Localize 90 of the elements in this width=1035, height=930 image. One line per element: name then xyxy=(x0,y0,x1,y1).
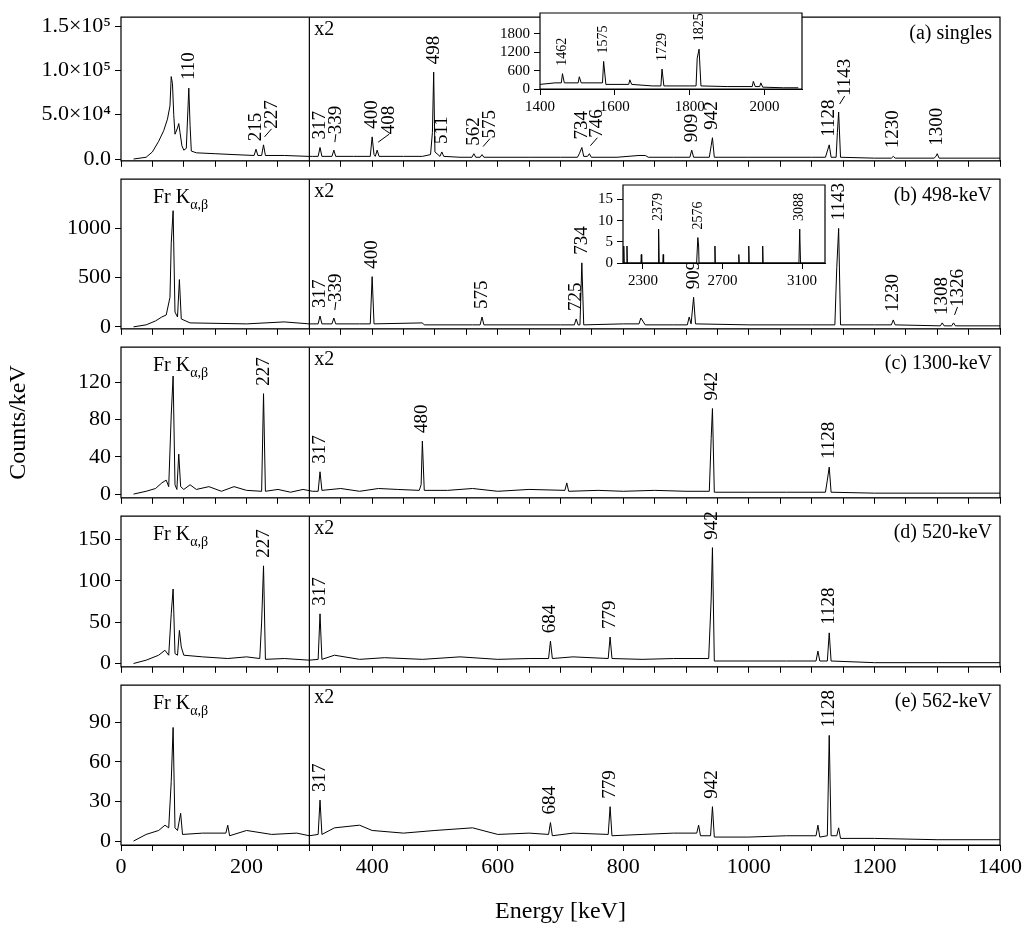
annotation: 734 xyxy=(569,225,591,255)
annotation: 2379 xyxy=(650,193,666,222)
annotation: 227 xyxy=(251,357,273,386)
y-tick-label: 90 xyxy=(89,707,111,733)
x-tick-label: 2700 xyxy=(707,271,738,288)
y-tick-label: 0 xyxy=(100,649,111,675)
annotation: 1230 xyxy=(881,273,903,312)
chart-title: (d) 520-keV xyxy=(893,520,993,544)
annotation: 1143 xyxy=(832,58,854,97)
annotation: 498 xyxy=(421,35,443,65)
annotation: 1128 xyxy=(817,99,839,137)
y-tick-label: 600 xyxy=(507,61,530,78)
y-tick-label: 5.0×10⁴ xyxy=(41,100,112,126)
y-tick-label: 500 xyxy=(78,263,111,289)
y-tick-label: 80 xyxy=(89,405,111,431)
annotation: 511 xyxy=(429,116,451,144)
ref-line-label: x2 xyxy=(314,179,335,202)
annotation: 1729 xyxy=(653,33,669,62)
chart-title: (a) singles xyxy=(909,21,993,45)
annotation: 1575 xyxy=(595,25,611,54)
annotation: 1462 xyxy=(554,37,570,66)
annotation: 1143 xyxy=(826,183,848,221)
annotation: 3088 xyxy=(791,193,807,222)
y-tick-label: 120 xyxy=(78,368,111,394)
y-tick-label: 0 xyxy=(100,826,111,852)
y-tick-label: 100 xyxy=(78,566,111,592)
y-tick-label: 10 xyxy=(598,211,613,228)
annotation: 227 xyxy=(251,529,273,558)
x-tick-label: 2000 xyxy=(749,97,780,114)
y-tick-label: 30 xyxy=(89,787,111,813)
annotation: 110 xyxy=(176,52,198,81)
annotation: 1230 xyxy=(881,110,903,149)
y-tick-label: 150 xyxy=(78,525,111,551)
annotation: 1300 xyxy=(925,107,947,146)
x-tick-label: 1400 xyxy=(978,852,1022,878)
annotation: 1128 xyxy=(817,421,839,460)
x-axis-title: Energy [keV] xyxy=(495,896,626,923)
annotation: 779 xyxy=(598,600,620,630)
x-tick-label: 400 xyxy=(355,852,389,878)
annotation: 408 xyxy=(377,105,399,135)
annotation: 684 xyxy=(538,604,560,634)
annotation: 317 xyxy=(308,763,330,793)
chart-title: (b) 498-keV xyxy=(893,183,993,207)
x-tick-label: 800 xyxy=(606,852,640,878)
ref-line-label: x2 xyxy=(314,17,335,40)
x-tick-label: 1800 xyxy=(674,97,705,114)
annotation: 909 xyxy=(679,113,701,143)
x-tick-label: 1400 xyxy=(525,97,555,114)
y-tick-label: 50 xyxy=(89,607,111,633)
y-tick-label: 5 xyxy=(605,232,613,249)
x-tick-label: 2300 xyxy=(627,271,658,288)
y-tick-label: 15 xyxy=(598,190,613,207)
y-tick-label: 60 xyxy=(89,747,111,773)
x-tick-label: 3100 xyxy=(787,271,818,288)
y-tick-label: 0 xyxy=(100,312,111,338)
x-tick-label: 200 xyxy=(230,852,264,878)
annotation: 1128 xyxy=(817,587,839,625)
y-tick-label: 0 xyxy=(100,479,111,505)
y-tick-label: 1000 xyxy=(67,214,111,240)
annotation: 400 xyxy=(360,240,382,269)
y-tick-label: 0 xyxy=(605,253,613,270)
chart-title: (c) 1300-keV xyxy=(884,351,993,375)
y-tick-label: 40 xyxy=(89,442,111,468)
annotation: 480 xyxy=(410,404,432,434)
y-tick-label: 1.0×10⁵ xyxy=(41,56,111,82)
y-tick-label: 0.0 xyxy=(83,144,111,170)
ref-line-label: x2 xyxy=(314,516,335,539)
annotation: 317 xyxy=(308,435,330,464)
chart-title: (e) 562-keV xyxy=(894,689,993,713)
annotation: 1128 xyxy=(817,690,839,728)
annotation: 942 xyxy=(700,770,722,799)
annotation: 725 xyxy=(564,282,586,311)
annotation: 942 xyxy=(700,511,722,540)
y-tick-label: 1800 xyxy=(500,24,530,41)
annotation: 1825 xyxy=(690,13,706,42)
x-tick-label: 1000 xyxy=(726,852,771,878)
annotation: 684 xyxy=(538,785,560,815)
annotation: 575 xyxy=(470,280,491,309)
annotation: 2576 xyxy=(689,201,705,230)
annotation: 779 xyxy=(598,770,620,799)
annotation: 215 xyxy=(243,112,265,142)
ref-line-label: x2 xyxy=(314,685,335,708)
annotation: 942 xyxy=(700,372,722,401)
y-tick-label: 1200 xyxy=(500,43,530,60)
annotation: 317 xyxy=(308,577,330,606)
ref-line-label: x2 xyxy=(314,347,335,370)
x-tick-label: 1200 xyxy=(852,852,897,878)
y-tick-label: 0 xyxy=(522,79,530,96)
y-axis-title: Counts/keV xyxy=(3,364,30,480)
y-tick-label: 1.5×10⁵ xyxy=(41,11,111,37)
